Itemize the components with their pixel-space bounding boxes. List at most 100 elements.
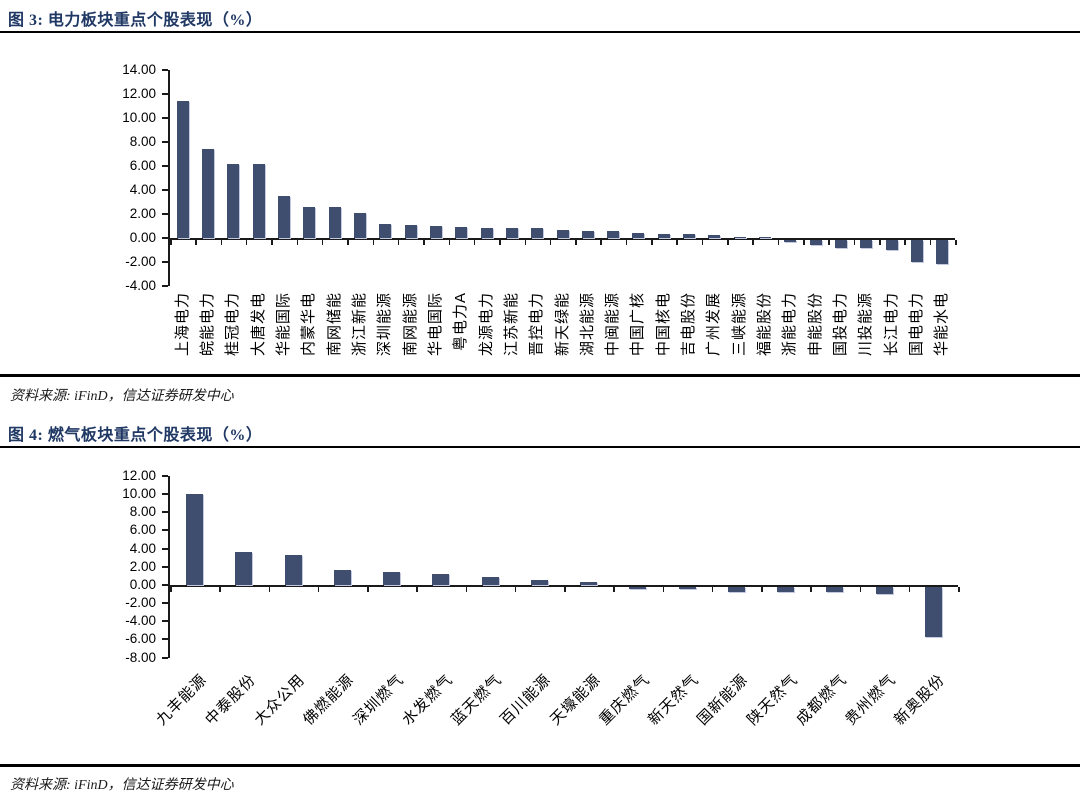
- y-tick-mark: [162, 213, 168, 215]
- bar: [235, 552, 253, 585]
- bar: [432, 574, 450, 585]
- x-tick-mark: [347, 240, 349, 245]
- category-label: 内蒙华电: [300, 292, 318, 357]
- bar: [580, 581, 598, 585]
- x-tick-mark: [170, 240, 172, 245]
- x-tick-mark: [828, 240, 830, 245]
- y-tick-label: 2.00: [129, 558, 156, 574]
- bar: [328, 207, 341, 238]
- category-label: 深圳能源: [376, 292, 394, 357]
- category-label: 中国核电: [654, 292, 672, 357]
- category-label: 水发燃气: [398, 671, 457, 729]
- category-label: 南网能源: [401, 292, 419, 357]
- category-label: 中闽能源: [604, 292, 622, 357]
- x-tick-mark: [317, 586, 320, 592]
- y-tick-label: -2.00: [125, 254, 156, 269]
- y-tick-mark: [162, 602, 168, 605]
- x-tick-mark: [473, 240, 476, 245]
- y-tick-label: 4.00: [129, 182, 156, 197]
- bar: [429, 226, 442, 238]
- x-tick-mark: [219, 586, 221, 592]
- y-tick-mark: [162, 93, 168, 95]
- category-label: 百川能源: [497, 671, 555, 729]
- x-tick-mark: [397, 240, 400, 245]
- y-tick-mark: [162, 638, 168, 641]
- y-tick-mark: [162, 189, 168, 191]
- figure3-bottom-rule: [0, 374, 1080, 377]
- bar: [176, 100, 189, 238]
- x-tick-mark: [465, 586, 467, 592]
- bar: [353, 213, 366, 238]
- x-tick-mark: [752, 240, 754, 245]
- y-tick-label: -8.00: [125, 649, 156, 665]
- bar: [936, 240, 949, 264]
- category-label: 吉电股份: [680, 292, 698, 357]
- x-tick-mark: [879, 240, 881, 245]
- bar: [505, 227, 518, 238]
- category-label: 粤电力A: [452, 292, 470, 352]
- x-tick-mark: [367, 586, 369, 592]
- category-label: 陕天然气: [743, 671, 801, 729]
- y-tick-label: -2.00: [125, 595, 156, 611]
- y-tick-mark: [162, 547, 168, 550]
- bar: [383, 572, 401, 585]
- y-tick-label: 8.00: [129, 134, 156, 149]
- x-tick-mark: [908, 586, 911, 592]
- bar: [201, 149, 214, 238]
- bar: [629, 586, 647, 590]
- category-label: 华能水电: [933, 292, 951, 357]
- bar: [530, 579, 548, 585]
- category-label: 大众公用: [251, 671, 309, 729]
- bar: [826, 586, 844, 593]
- bar: [657, 233, 670, 238]
- y-tick-mark: [162, 165, 168, 167]
- figure4-title: 图 4: 燃气板块重点个股表现（%）: [8, 427, 263, 444]
- category-label: 新天然气: [645, 671, 703, 729]
- bar: [632, 233, 645, 238]
- x-tick-mark: [810, 586, 812, 592]
- y-axis-line: [168, 476, 170, 658]
- category-label: 蓝天燃气: [448, 671, 506, 729]
- category-label: 新奥股份: [891, 671, 949, 729]
- bar: [277, 196, 290, 238]
- x-tick-mark: [448, 240, 451, 245]
- category-label: 南网储能: [325, 292, 343, 357]
- y-tick-mark: [162, 237, 168, 239]
- x-tick-mark: [853, 240, 856, 245]
- x-tick-mark: [524, 240, 527, 245]
- x-tick-mark: [195, 240, 197, 245]
- category-label: 桂冠电力: [224, 292, 242, 357]
- x-tick-mark: [859, 586, 861, 592]
- category-label: 龙源电力: [477, 292, 495, 357]
- gas-stocks-bar-chart: 12.00 10.00 8.00 6.00 4.00 2.00 0.00 -2.00 -4.00…: [0, 455, 1080, 761]
- bar: [860, 240, 873, 249]
- figure4-title-underline: [0, 446, 1080, 448]
- x-tick-mark: [662, 586, 664, 592]
- category-label: 中泰股份: [201, 671, 260, 729]
- category-label: 浙能电力: [781, 292, 799, 357]
- category-label: 贵州燃气: [842, 671, 900, 729]
- category-label: 皖能电力: [198, 292, 216, 357]
- category-label: 华电国际: [426, 292, 444, 357]
- x-tick-mark: [423, 240, 425, 245]
- x-tick-mark: [711, 586, 714, 592]
- category-label: 国新能源: [694, 671, 752, 729]
- y-tick-label: -4.00: [125, 613, 156, 629]
- y-tick-mark: [162, 285, 168, 287]
- y-tick-label: 6.00: [129, 522, 156, 538]
- x-axis-zero-line: [168, 584, 958, 587]
- y-tick-mark: [162, 475, 168, 477]
- y-tick-label: 10.00: [122, 486, 156, 502]
- y-tick-mark: [162, 620, 168, 623]
- figure4-source: 资料来源: iFinD，信达证券研发中心: [10, 778, 234, 793]
- y-tick-label: 8.00: [129, 504, 156, 520]
- y-tick-label: -4.00: [125, 278, 156, 293]
- x-tick-mark: [777, 240, 780, 245]
- y-axis-line: [168, 70, 170, 286]
- y-tick-label: 14.00: [122, 62, 156, 77]
- category-label: 佛燃能源: [300, 671, 358, 729]
- x-tick-mark: [268, 586, 270, 592]
- bar: [784, 240, 797, 243]
- y-tick-mark: [162, 511, 168, 514]
- y-tick-label: 4.00: [129, 540, 156, 556]
